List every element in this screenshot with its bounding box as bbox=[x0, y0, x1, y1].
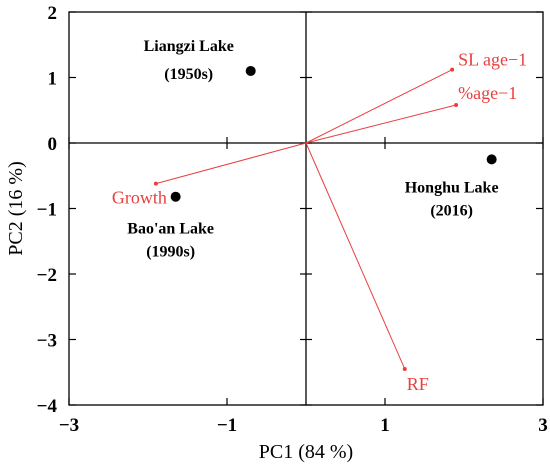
loading-vectors bbox=[153, 67, 459, 371]
plot-frame bbox=[68, 11, 544, 406]
score-point bbox=[245, 65, 256, 76]
loading-vector bbox=[305, 142, 406, 370]
vector-label: RF bbox=[407, 374, 429, 394]
vector-tip bbox=[450, 67, 455, 72]
y-tick-label: −3 bbox=[37, 331, 57, 352]
point-label-period: (1950s) bbox=[164, 66, 213, 83]
vector-label: Growth bbox=[112, 188, 167, 208]
point-label-period: (1990s) bbox=[146, 244, 195, 261]
y-tick-label: −2 bbox=[37, 265, 57, 286]
score-point bbox=[170, 191, 181, 202]
vector-tip bbox=[454, 103, 459, 108]
point-label: Honghu Lake bbox=[405, 179, 499, 196]
y-tick-label: −4 bbox=[37, 396, 58, 417]
y-tick-label: 2 bbox=[48, 3, 58, 24]
x-axis-label: PC1 (84 %) bbox=[259, 441, 353, 463]
loading-vector bbox=[305, 104, 457, 144]
point-label: Liangzi Lake bbox=[144, 38, 234, 55]
vector-tip bbox=[402, 366, 407, 371]
vector-label: %age−1 bbox=[458, 83, 517, 103]
point-label: Bao'an Lake bbox=[127, 221, 214, 238]
score-point bbox=[486, 154, 497, 165]
y-tick-label: 0 bbox=[48, 134, 58, 155]
y-tick-label: 1 bbox=[48, 69, 58, 90]
y-axis-label: PC2 (16 %) bbox=[5, 161, 27, 255]
vector-label: SL age−1 bbox=[458, 50, 527, 70]
vector-tip bbox=[153, 181, 158, 186]
score-points bbox=[170, 65, 497, 202]
y-tick-label: −1 bbox=[37, 200, 57, 221]
point-label-period: (2016) bbox=[430, 202, 473, 219]
x-tick-label: 1 bbox=[380, 415, 390, 436]
x-tick-label: −1 bbox=[217, 415, 237, 436]
loading-vector bbox=[155, 142, 307, 185]
x-tick-label: −3 bbox=[59, 415, 79, 436]
x-tick-label: 3 bbox=[538, 415, 548, 436]
loading-vector bbox=[305, 69, 453, 144]
